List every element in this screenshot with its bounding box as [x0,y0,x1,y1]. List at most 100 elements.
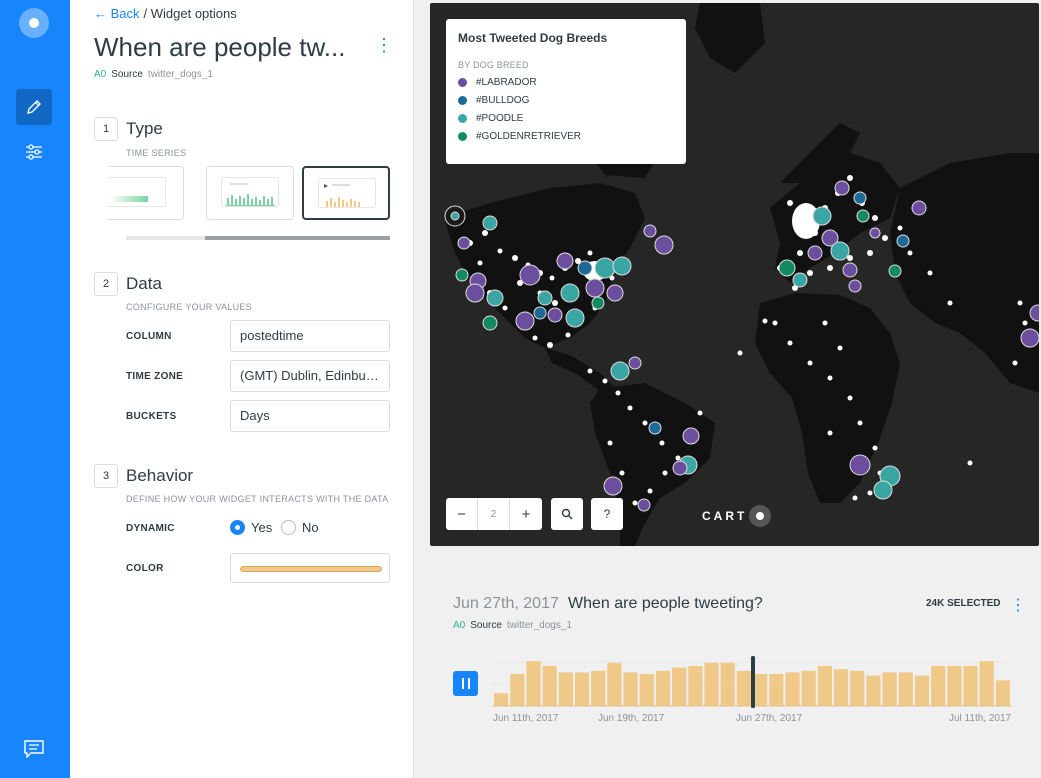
source-info: A0 Source twitter_dogs_1 [453,620,572,631]
section-subtitle-data: CONFIGURE YOUR VALUES [126,302,252,312]
carto-wordmark: CART [702,509,748,523]
zoom-control: − 2 + [446,498,542,530]
histogram-bar[interactable] [995,680,1010,706]
zoom-out-button[interactable]: − [446,498,478,530]
histogram-bar[interactable] [720,662,735,706]
histogram-bar[interactable] [510,674,525,706]
time-series-chart[interactable] [493,656,1011,708]
widget-type-time-series[interactable] [302,166,390,220]
histogram-bar[interactable] [526,661,541,706]
breed-markers [444,180,1039,512]
timeline-cursor[interactable] [751,656,755,708]
help-button[interactable]: ? [591,498,623,530]
search-button[interactable] [551,498,583,530]
widget-menu-icon[interactable]: ⋮ [1010,597,1026,614]
legend-item: #GOLDENRETRIEVER [458,131,674,142]
legend-label: #GOLDENRETRIEVER [476,131,582,142]
step-number: 3 [94,464,118,488]
histogram-bar[interactable] [558,672,573,706]
map-view[interactable]: Most Tweeted Dog Breeds BY DOG BREED #LA… [430,3,1039,546]
timezone-select[interactable]: (GMT) Dublin, Edinburgh, Lisbon, London [230,360,390,392]
histogram-bar[interactable] [850,670,865,706]
pause-button[interactable] [453,671,478,696]
histogram-bar[interactable] [639,674,654,706]
selected-date: Jun 27th, 2017 [453,595,559,612]
legend-swatch [458,78,467,87]
column-select[interactable]: postedtime [230,320,390,352]
histogram-bar[interactable] [979,661,994,706]
histogram-bar[interactable] [704,662,719,706]
buckets-select[interactable]: Days [230,400,390,432]
histogram-bar[interactable] [931,666,946,706]
section-title-type: Type [126,119,163,138]
histogram-bar[interactable] [542,666,557,706]
histogram-bar[interactable] [591,670,606,706]
histogram-bar[interactable] [753,674,768,706]
source-info: A0 Source twitter_dogs_1 [94,69,213,80]
legend-label: #LABRADOR [476,77,537,88]
widget-type-histogram[interactable] [206,166,294,220]
selected-count: 24K SELECTED [926,598,1001,609]
histogram-bar[interactable] [494,693,509,706]
buckets-label: BUCKETS [126,411,177,422]
carto-logo-icon[interactable] [19,8,49,38]
back-link[interactable]: ← Back [94,6,140,21]
histogram-bar[interactable] [963,666,978,706]
sliders-icon[interactable] [16,134,52,170]
carto-brand: CART [702,505,772,527]
histogram-bar[interactable] [736,670,751,706]
histogram-bar[interactable] [769,674,784,706]
source-label: Source [111,69,143,80]
widget-title: When are people tweeting? [568,595,763,612]
world-map[interactable] [430,3,1039,546]
histogram-bar[interactable] [672,667,687,706]
widget-title[interactable]: When are people tw... [94,32,346,62]
map-legend: Most Tweeted Dog Breeds BY DOG BREED #LA… [446,19,686,164]
dynamic-label: DYNAMIC [126,523,175,534]
legend-item: #LABRADOR [458,77,674,88]
x-tick-label: Jul 11th, 2017 [949,713,1012,724]
histogram-bar[interactable] [914,675,930,706]
color-picker[interactable] [230,553,390,583]
source-label: Source [470,620,502,631]
section-title-data: Data [126,274,162,293]
color-label: COLOR [126,563,164,574]
legend-swatch [458,96,467,105]
histogram-bar[interactable] [866,675,881,706]
legend-swatch [458,114,467,123]
chat-icon[interactable] [24,740,44,763]
histogram-bar[interactable] [623,672,638,706]
left-rail [0,0,70,778]
histogram-bar[interactable] [688,666,703,706]
zoom-in-button[interactable]: + [521,505,531,523]
widget-type-category[interactable] [108,166,184,220]
histogram-bar[interactable] [801,670,816,706]
zoom-level: 2 [478,498,510,530]
source-node-id: A0 [453,620,466,631]
step-number: 2 [94,272,118,296]
step-number: 1 [94,117,118,141]
color-swatch [240,566,382,572]
dynamic-yes-radio[interactable]: Yes [230,520,272,535]
histogram-bar[interactable] [833,669,849,706]
legend-swatch [458,132,467,141]
radio-checked-icon[interactable] [230,520,245,535]
histogram-bar[interactable] [655,670,671,706]
histogram-bar[interactable] [898,672,913,706]
dynamic-no-radio[interactable]: No [281,520,319,535]
histogram-bar[interactable] [785,672,800,706]
pencil-icon[interactable] [16,89,52,125]
radio-no-label: No [302,520,319,535]
more-options-icon[interactable]: ⋮ [375,35,393,55]
legend-label: #POODLE [476,113,524,124]
histogram-bar[interactable] [817,666,832,706]
legend-item: #BULLDOG [458,95,674,106]
histogram-bar[interactable] [882,672,897,706]
histogram-bar[interactable] [607,662,622,706]
radio-unchecked-icon[interactable] [281,520,296,535]
histogram-bar[interactable] [947,666,962,706]
type-scrollbar[interactable] [205,236,390,240]
histogram-bar[interactable] [574,672,590,706]
legend-label: #BULLDOG [476,95,530,106]
legend-title: Most Tweeted Dog Breeds [458,31,608,45]
